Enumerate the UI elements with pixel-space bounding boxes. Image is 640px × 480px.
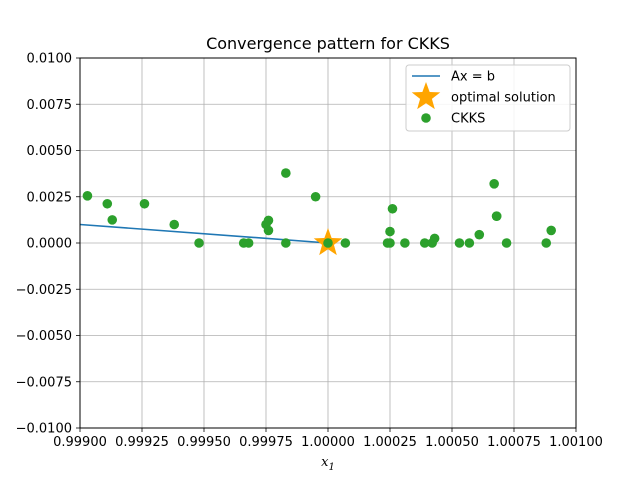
x-tick-label: 1.00025 <box>363 435 417 450</box>
ckks-point <box>546 225 556 236</box>
ckks-point <box>310 191 321 202</box>
legend: Ax = b optimal solution CKKS <box>405 64 571 132</box>
ckks-point <box>243 238 254 248</box>
x-tick-label: 0.99925 <box>115 435 169 450</box>
legend-label-ax-eq-b: Ax = b <box>451 70 495 85</box>
ckks-point <box>323 238 333 248</box>
legend-box <box>405 64 571 132</box>
ckks-point <box>501 238 512 248</box>
x-tick-label: 1.00000 <box>301 435 355 450</box>
y-tick-label: 0.0075 <box>27 98 73 113</box>
ckks-point <box>385 238 395 248</box>
y-tick-label: 0.0050 <box>27 144 73 159</box>
ckks-point <box>489 179 499 189</box>
y-tick-label: −0.0050 <box>16 329 72 344</box>
x-tick-label: 0.99900 <box>53 435 107 450</box>
x-tick-label: 1.00050 <box>425 435 479 450</box>
ckks-point <box>139 198 150 209</box>
y-tick-label: 0.0100 <box>27 52 73 67</box>
y-tick-label: −0.0075 <box>16 375 72 390</box>
legend-ckks-swatch <box>421 113 431 123</box>
ckks-point <box>263 215 274 226</box>
ckks-point <box>340 238 351 248</box>
ckks-point <box>454 238 465 248</box>
ckks-point <box>385 226 395 237</box>
legend-label-optimal-solution: optimal solution <box>451 91 556 106</box>
x-axis-ticks: 0.99900 0.99925 0.99950 0.99975 1.00000 1.000… <box>53 428 603 450</box>
ckks-point <box>429 233 440 244</box>
legend-label-ckks: CKKS <box>451 112 485 127</box>
ckks-point <box>474 229 485 240</box>
chart-title: Convergence pattern for CKKS <box>206 34 450 53</box>
x-tick-label: 0.99975 <box>239 435 293 450</box>
ckks-point <box>491 211 502 221</box>
x-tick-label: 0.99950 <box>177 435 231 450</box>
ckks-point <box>464 238 475 248</box>
legend-star-swatch <box>411 82 441 110</box>
y-tick-label: 0.0000 <box>27 237 73 252</box>
ckks-point <box>194 238 204 248</box>
y-tick-label: −0.0025 <box>16 283 72 298</box>
plot-area <box>79 168 556 256</box>
ckks-point <box>102 198 113 209</box>
ckks-point <box>169 219 180 230</box>
ckks-point <box>281 168 291 178</box>
ckks-point <box>107 215 118 225</box>
ckks-point <box>263 225 274 236</box>
ckks-point <box>281 238 291 248</box>
ckks-point <box>82 191 93 201</box>
ckks-point <box>419 238 430 248</box>
x-tick-label: 1.00075 <box>487 435 541 450</box>
x-axis-label: x1 <box>321 455 335 473</box>
x-tick-label: 1.00100 <box>549 435 603 450</box>
y-axis-ticks: −0.0100 −0.0075 −0.0050 −0.0025 0.0000 0.0025… <box>16 52 80 437</box>
ckks-point <box>387 203 398 214</box>
ckks-point <box>541 238 552 248</box>
y-tick-label: −0.0100 <box>16 422 72 437</box>
ckks-point <box>400 238 410 248</box>
y-tick-label: 0.0025 <box>27 190 73 205</box>
plot-frame <box>79 57 577 429</box>
